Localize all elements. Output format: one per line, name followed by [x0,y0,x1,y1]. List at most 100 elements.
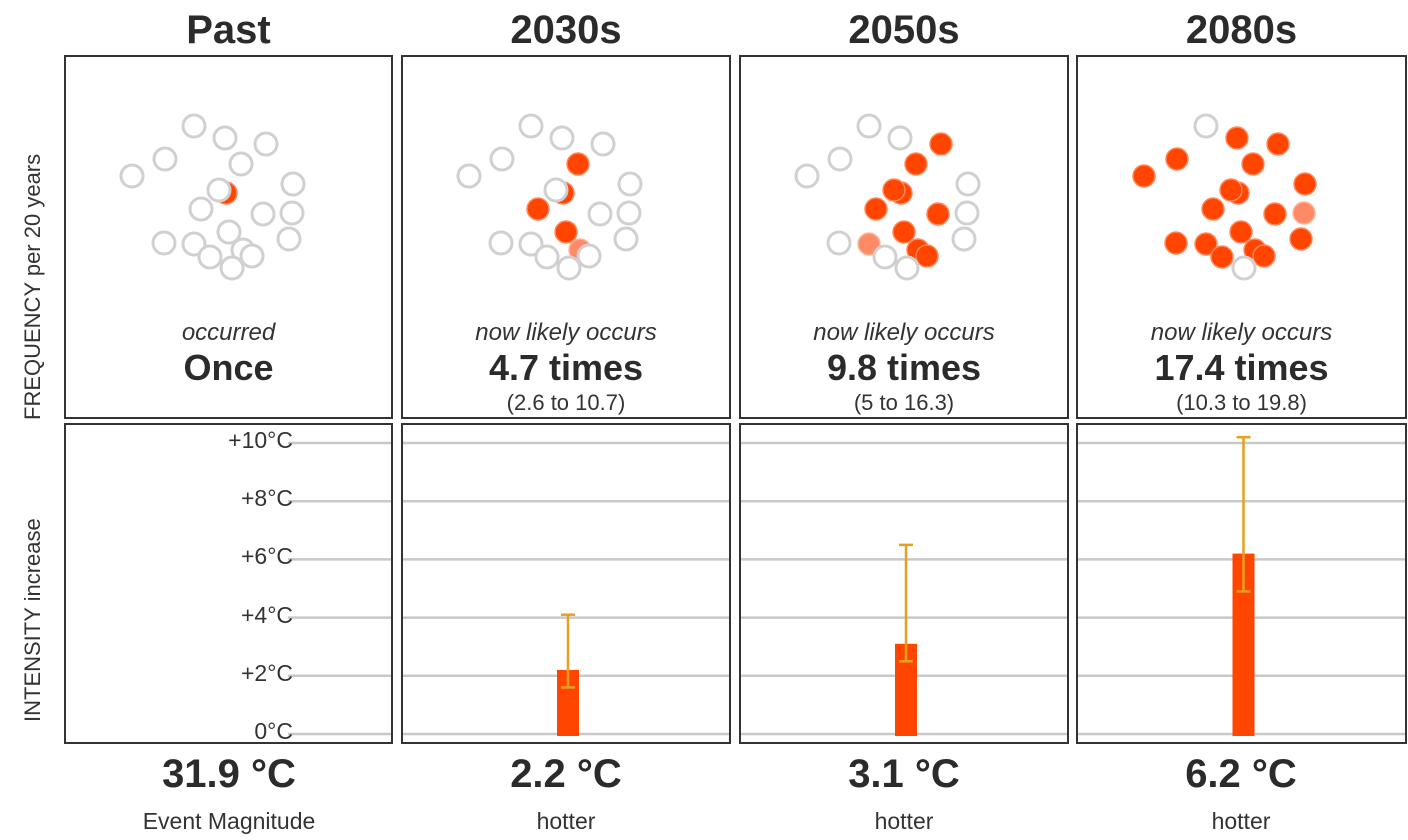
empty-dot [1193,113,1219,139]
filled-dot [892,220,916,244]
filled-dot [1229,220,1253,244]
y-tick-label: 0°C [254,718,293,744]
filled-dot [929,132,953,156]
filled-dot [1293,172,1317,196]
frequency-range: (5 to 16.3) [853,390,955,415]
filled-dot [566,152,590,176]
frequency-panel-2050s: now likely occurs 9.8 times (5 to 16.3) [739,55,1069,419]
empty-dot [239,243,265,269]
dot-cluster [1132,113,1317,281]
empty-dot [590,131,616,157]
empty-dot [613,226,639,252]
empty-dot [250,201,276,227]
empty-dot [951,226,977,252]
empty-dot [954,200,980,226]
error-bar [561,613,575,689]
filled-dot [1164,231,1188,255]
empty-dot [151,230,177,256]
empty-dot [253,131,279,157]
empty-dot [152,146,178,172]
magnitude-caption-2080s: hotter [1211,808,1271,834]
filled-dot [904,152,928,176]
frequency-count: 4.7 times [488,347,644,388]
filled-dot [1225,126,1249,150]
intensity-panel-2080s [1076,423,1407,744]
empty-dot [188,196,214,222]
period-title-2050s: 2050s [848,8,960,52]
empty-dot [616,200,642,226]
empty-dot [617,171,643,197]
filled-dot [1219,178,1243,202]
intensity-bar [895,643,917,736]
frequency-lead-text: now likely occurs [475,319,657,346]
empty-dot [518,113,544,139]
intensity-plot [1078,435,1405,736]
y-tick-label: +10°C [228,427,293,453]
empty-dot [181,113,207,139]
y-tick-label: +6°C [240,543,293,570]
intensity-bar [1232,553,1255,736]
filled-dot [1252,244,1276,268]
period-title-2030s: 2030s [510,8,622,52]
frequency-panel-2080s: now likely occurs 17.4 times (10.3 to 19… [1076,55,1407,419]
period-title-past: Past [186,8,271,52]
filled-dot [1194,232,1218,256]
empty-dot [488,230,514,256]
magnitude-value-2030s: 2.2 °C [510,752,622,796]
frequency-range: (10.3 to 19.8) [1176,390,1307,415]
empty-dot [955,171,981,197]
y-tick-label: +8°C [240,485,293,512]
empty-dot [556,255,582,281]
frequency-lead-text: now likely occurs [1150,319,1333,346]
filled-dot [1266,132,1290,156]
empty-dot [279,200,305,226]
empty-dot [456,163,482,189]
empty-dot [534,244,560,270]
frequency-range: (2.6 to 10.7) [506,390,626,415]
intensity-plot [288,441,391,736]
magnitude-value-2050s: 3.1 °C [848,752,960,796]
intensity-plot [403,441,729,736]
frequency-lead-text: now likely occurs [813,319,995,346]
magnitude-caption-past: Event Magnitude [142,808,316,834]
empty-dot [181,231,207,257]
empty-dot [212,125,238,151]
intensity-plot [741,441,1067,736]
intensity-panel-2030s [401,423,731,744]
period-title-2080s: 2080s [1185,8,1298,52]
empty-dot [518,231,544,257]
empty-dot [489,146,515,172]
filled-dot [1241,152,1265,176]
filled-dot [1210,245,1234,269]
filled-dot [554,220,578,244]
empty-dot [794,163,820,189]
intensity-axis-title: INTENSITY increase [20,518,45,722]
magnitude-value-2080s: 6.2 °C [1185,752,1297,796]
magnitude-caption-2030s: hotter [536,808,596,834]
filled-dot [864,197,888,221]
filled-dot [882,178,906,202]
filled-dot [1289,227,1313,251]
error-bar [899,543,913,663]
filled-dot [1201,197,1225,221]
empty-dot [887,125,913,151]
empty-dot [856,113,882,139]
frequency-count: 17.4 times [1154,347,1329,388]
partial-dot [1292,201,1316,225]
empty-dot [827,146,853,172]
empty-dot [872,244,898,270]
dot-cluster [794,113,981,281]
empty-dot [119,163,145,189]
empty-dot [197,244,223,270]
empty-dot [549,125,575,151]
frequency-panel-past: occurred Once [64,55,393,419]
intensity-panel-2050s [739,423,1069,744]
frequency-count: 9.8 times [826,347,982,388]
empty-dot [543,177,569,203]
frequency-axis-title: FREQUENCY per 20 years [20,153,45,420]
y-tick-label: +2°C [240,659,293,686]
filled-dot [1263,202,1287,226]
frequency-count: Once [183,347,274,388]
filled-dot [1132,164,1156,188]
filled-dot [1165,147,1189,171]
